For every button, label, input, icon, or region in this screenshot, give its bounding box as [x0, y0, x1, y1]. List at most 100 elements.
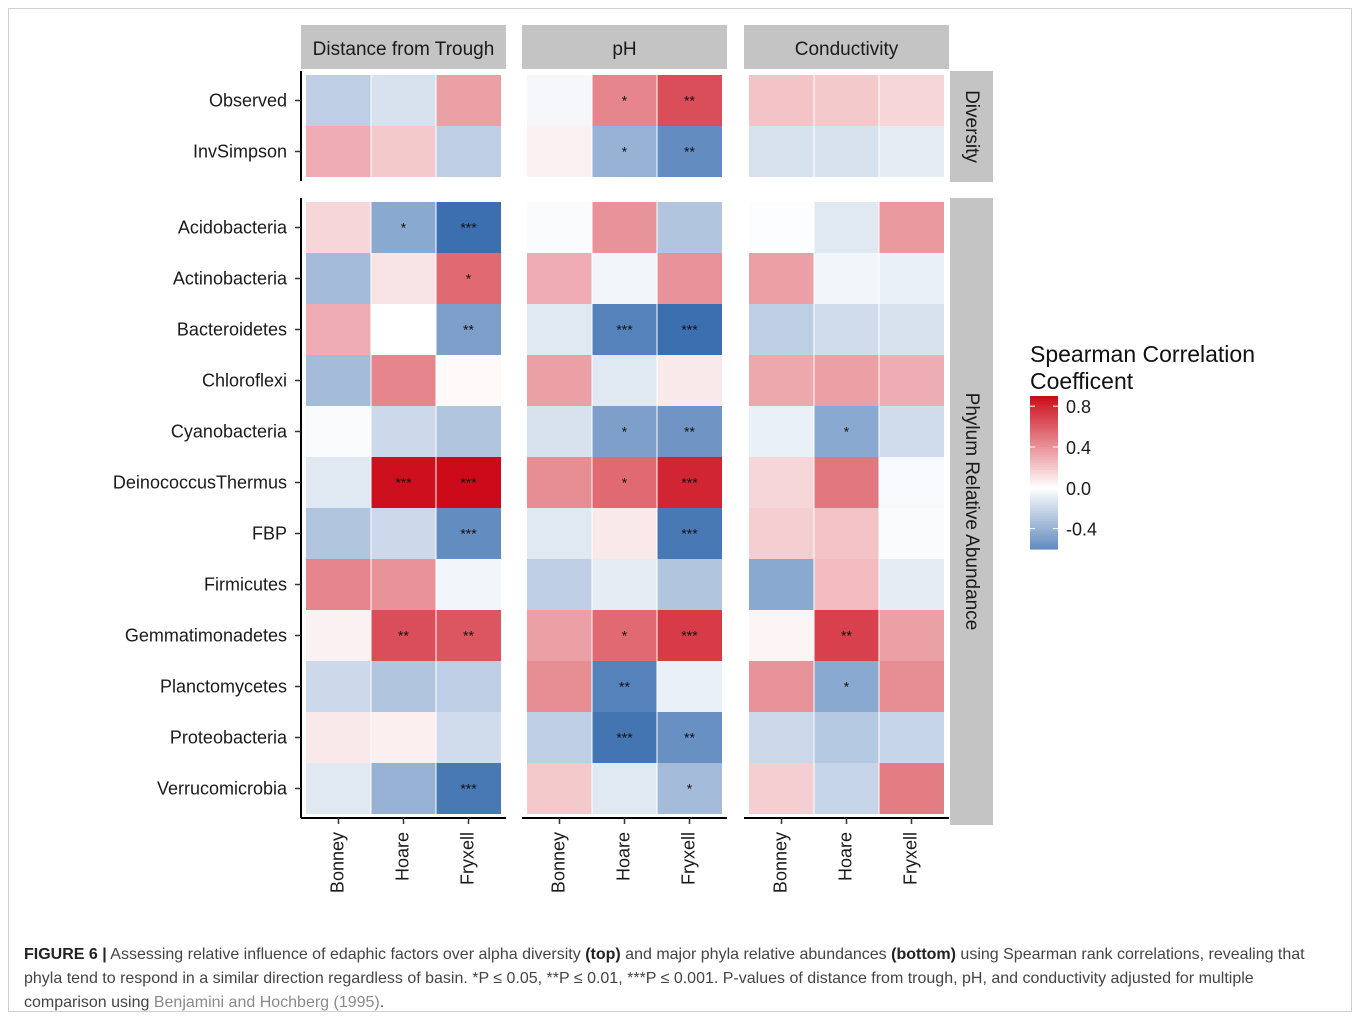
legend-gradient-step	[1030, 431, 1058, 435]
x-tick-label: Hoare	[392, 832, 412, 881]
significance-label: ***	[681, 475, 698, 491]
heatmap-cell	[749, 457, 814, 508]
heatmap-cell	[527, 355, 592, 406]
legend-gradient-step	[1030, 477, 1058, 481]
heatmap-cell	[436, 126, 501, 177]
caption-text-2: and major phyla relative abundances	[620, 946, 892, 963]
heatmap-cell	[306, 126, 371, 177]
legend-gradient-step	[1030, 482, 1058, 486]
significance-label: **	[463, 628, 474, 644]
legend-gradient-step	[1030, 464, 1058, 468]
heatmap-cell	[527, 457, 592, 508]
heatmap-cell	[436, 661, 501, 712]
figure-frame	[8, 8, 1352, 1012]
row-strip-0	[950, 71, 993, 182]
row-label: InvSimpson	[193, 142, 287, 162]
legend-title-line-2: Coefficent	[1030, 368, 1134, 394]
heatmap-cell	[657, 610, 722, 661]
significance-label: ***	[681, 628, 698, 644]
legend-gradient-step	[1030, 469, 1058, 474]
heatmap-cell	[814, 406, 879, 457]
heatmap-cell	[436, 355, 501, 406]
heatmap-cell	[749, 75, 814, 126]
significance-label: ***	[460, 220, 477, 236]
row-strip-1	[950, 198, 993, 825]
heatmap-cell	[592, 126, 657, 177]
legend-gradient-step	[1030, 528, 1058, 532]
row-label: Firmicutes	[204, 575, 287, 595]
legend-gradient-step	[1030, 436, 1058, 440]
legend-tick-label: 0.4	[1066, 438, 1091, 458]
significance-label: *	[466, 271, 472, 287]
legend-gradient-step	[1030, 439, 1058, 443]
legend-gradient-step	[1030, 498, 1058, 502]
heatmap-cell	[371, 712, 436, 763]
heatmap-cell	[592, 202, 657, 253]
row-label: Acidobacteria	[178, 218, 288, 238]
heatmap-cell	[814, 457, 879, 508]
heatmap-cell	[879, 508, 944, 559]
heatmap-cell	[436, 610, 501, 661]
heatmap-cell	[527, 661, 592, 712]
row-label: Bacteroidetes	[177, 320, 287, 340]
row-label: FBP	[252, 524, 287, 544]
significance-label: **	[841, 628, 852, 644]
heatmap-cell	[371, 457, 436, 508]
row-label: Verrucomicrobia	[157, 779, 288, 799]
legend-tick-label: -0.4	[1066, 520, 1097, 540]
heatmap-cell	[436, 75, 501, 126]
legend-gradient-step	[1030, 533, 1058, 537]
heatmap-cell	[592, 253, 657, 304]
caption-citation-link[interactable]: Benjamini and Hochberg (1995)	[153, 994, 380, 1011]
legend-gradient-step	[1030, 449, 1058, 453]
heatmap-cell	[306, 610, 371, 661]
heatmap-cell	[749, 712, 814, 763]
legend-gradient-step	[1030, 492, 1058, 497]
legend-gradient-step	[1030, 480, 1058, 484]
legend-gradient-step	[1030, 515, 1058, 519]
legend-gradient-step	[1030, 396, 1058, 400]
row-strip-label-1: Phylum Relative Abundance	[961, 393, 982, 631]
heatmap-cell	[657, 763, 722, 814]
legend-gradient-step	[1030, 408, 1058, 412]
facet-strip-2	[744, 25, 949, 69]
legend-gradient-step	[1030, 459, 1058, 463]
legend-gradient-step	[1030, 538, 1058, 542]
heatmap-cell	[527, 202, 592, 253]
heatmap-cell	[436, 202, 501, 253]
heatmap-cell	[657, 304, 722, 355]
heatmap-cell	[814, 559, 879, 610]
heatmap-cell	[814, 610, 879, 661]
x-tick-label: Hoare	[835, 832, 855, 881]
significance-label: *	[687, 781, 693, 797]
facet-label-1: pH	[612, 39, 636, 60]
legend-gradient-step	[1030, 441, 1058, 446]
significance-label: *	[401, 220, 407, 236]
facet-label-2: Conductivity	[795, 39, 899, 60]
heatmap-cell	[814, 763, 879, 814]
significance-label: *	[844, 424, 850, 440]
heatmap-cell	[592, 508, 657, 559]
heatmap-cell	[306, 763, 371, 814]
heatmap-cell	[879, 457, 944, 508]
heatmap-cell	[592, 661, 657, 712]
heatmap-cell	[749, 763, 814, 814]
legend-gradient-step	[1030, 462, 1058, 466]
heatmap-cell	[814, 75, 879, 126]
heatmap-cell	[527, 712, 592, 763]
heatmap-cell	[814, 202, 879, 253]
heatmap-cell	[527, 304, 592, 355]
row-label: Gemmatimonadetes	[125, 626, 287, 646]
heatmap-cell	[436, 763, 501, 814]
significance-label: *	[622, 144, 628, 160]
heatmap-chart: Distance from Trough pH Conductivity Divers…	[113, 25, 1255, 893]
legend-gradient-step	[1030, 531, 1058, 535]
heatmap-cell	[749, 559, 814, 610]
heatmap-cell	[306, 508, 371, 559]
x-tick-label: Fryxell	[457, 832, 477, 885]
legend-gradient-step	[1030, 418, 1058, 423]
heatmap-cell	[814, 508, 879, 559]
legend-gradient-step	[1030, 434, 1058, 438]
significance-label: ***	[616, 730, 633, 746]
legend-gradient-step	[1030, 508, 1058, 512]
